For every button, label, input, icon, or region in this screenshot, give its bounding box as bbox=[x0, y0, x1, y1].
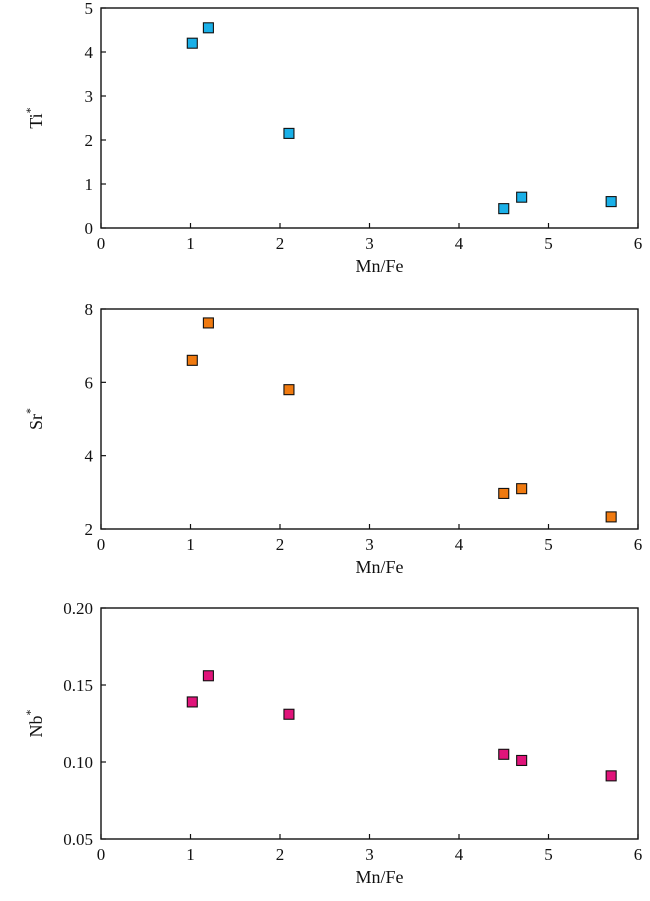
ti-data-point bbox=[202, 22, 214, 34]
y-tick-label: 0.15 bbox=[63, 676, 93, 695]
y-tick-label: 4 bbox=[85, 447, 94, 466]
y-axis-label-text: Sr bbox=[26, 414, 46, 430]
y-tick-label: 3 bbox=[85, 87, 94, 106]
sr-data-point bbox=[202, 317, 214, 329]
y-tick-label: 0.20 bbox=[63, 599, 93, 618]
sr-data-point bbox=[516, 483, 528, 495]
nb-data-point bbox=[605, 770, 617, 782]
ti-vs-mnfe-panel: 0 1 2 3 4 5 6 0 1 2 3 4 5 Mn/Fe Ti* bbox=[23, 0, 642, 276]
ti-data-point bbox=[498, 203, 510, 215]
x-tick-label: 3 bbox=[365, 535, 374, 554]
y-axis-label-superscript: * bbox=[23, 107, 37, 113]
x-tick-label: 4 bbox=[455, 535, 464, 554]
x-tick-label: 2 bbox=[276, 845, 285, 864]
y-tick-label: 1 bbox=[85, 175, 94, 194]
x-tick-label: 6 bbox=[634, 535, 643, 554]
y-tick-label: 8 bbox=[85, 300, 94, 319]
y-tick-label: 6 bbox=[85, 373, 94, 392]
y-axis-label-text: Nb bbox=[26, 716, 46, 738]
x-tick-label: 1 bbox=[186, 845, 195, 864]
x-tick-label: 0 bbox=[97, 845, 106, 864]
x-tick-label: 3 bbox=[365, 234, 374, 253]
sr-plot-frame bbox=[100, 308, 639, 530]
sr-data-point bbox=[498, 487, 510, 499]
x-tick-label: 4 bbox=[455, 234, 464, 253]
x-axis-label: Mn/Fe bbox=[355, 867, 403, 887]
x-tick-label: 6 bbox=[634, 234, 643, 253]
y-axis-label: Nb* bbox=[23, 710, 46, 738]
sr-data-point bbox=[605, 511, 617, 523]
sr-data-point bbox=[283, 384, 295, 396]
nb-data-point bbox=[186, 696, 198, 708]
y-tick-label: 0.05 bbox=[63, 830, 93, 849]
y-axis-label-superscript: * bbox=[23, 710, 37, 716]
y-axis-label: Ti* bbox=[23, 107, 46, 128]
x-tick-label: 3 bbox=[365, 845, 374, 864]
nb-data-point bbox=[202, 670, 214, 682]
x-tick-label: 5 bbox=[544, 845, 553, 864]
x-axis-label: Mn/Fe bbox=[355, 557, 403, 577]
ti-data-point bbox=[186, 37, 198, 49]
nb-vs-mnfe-panel: 0 1 2 3 4 5 6 0.05 0.10 0.15 0.20 Mn/Fe Nb* bbox=[23, 599, 642, 887]
x-tick-label: 5 bbox=[544, 535, 553, 554]
x-tick-label: 1 bbox=[186, 535, 195, 554]
nb-data-point bbox=[516, 754, 528, 767]
ti-data-point bbox=[516, 191, 528, 203]
x-tick-label: 2 bbox=[276, 234, 285, 253]
x-tick-label: 0 bbox=[97, 234, 106, 253]
ti-data-point bbox=[283, 127, 295, 139]
y-tick-label: 5 bbox=[85, 0, 94, 18]
x-tick-label: 0 bbox=[97, 535, 106, 554]
x-tick-label: 2 bbox=[276, 535, 285, 554]
nb-plot-frame bbox=[100, 607, 639, 840]
nb-data-point bbox=[498, 748, 510, 760]
x-axis-label: Mn/Fe bbox=[355, 256, 403, 276]
sr-vs-mnfe-panel: 0 1 2 3 4 5 6 2 4 6 8 Mn/Fe Sr* bbox=[23, 300, 642, 577]
nb-data-point bbox=[283, 708, 295, 720]
y-tick-label: 4 bbox=[85, 43, 94, 62]
x-tick-label: 1 bbox=[186, 234, 195, 253]
x-tick-label: 4 bbox=[455, 845, 464, 864]
x-tick-label: 5 bbox=[544, 234, 553, 253]
x-tick-label: 6 bbox=[634, 845, 643, 864]
sr-data-point bbox=[186, 354, 198, 366]
y-axis-label-superscript: * bbox=[23, 408, 37, 414]
y-axis-label: Sr* bbox=[23, 408, 46, 430]
y-tick-label: 2 bbox=[85, 520, 94, 539]
y-tick-label: 2 bbox=[85, 131, 94, 150]
ti-data-point bbox=[605, 196, 617, 208]
y-axis-label-text: Ti bbox=[26, 113, 46, 128]
y-tick-label: 0 bbox=[85, 219, 94, 238]
y-tick-label: 0.10 bbox=[63, 753, 93, 772]
ti-plot-frame bbox=[100, 7, 639, 229]
